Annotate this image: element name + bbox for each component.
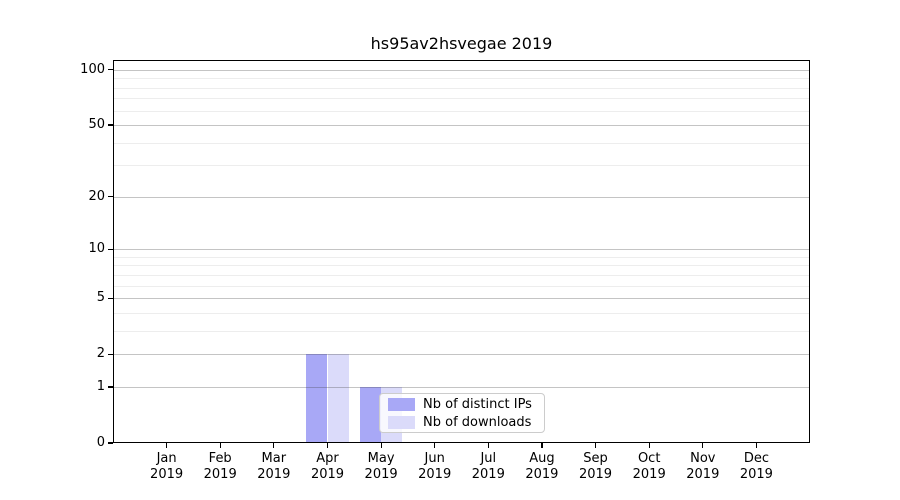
- gridline-minor-60: [113, 110, 810, 112]
- x-tick-mark-oct: [648, 443, 650, 448]
- x-tick-label-oct: Oct 2019: [632, 451, 666, 482]
- x-tick-mark-dec: [755, 443, 758, 448]
- gridline-minor-40: [113, 142, 810, 144]
- y-tick-mark-0: [108, 442, 113, 444]
- x-tick-label-apr: Apr 2019: [310, 451, 345, 482]
- x-tick-mark-feb: [219, 443, 221, 448]
- x-tick-label-may: May 2019: [364, 451, 398, 482]
- gridline-major-10: [113, 249, 810, 251]
- x-tick-mark-aug: [541, 443, 543, 448]
- y-tick-label-5: 5: [96, 290, 105, 306]
- gridline-minor-6: [113, 285, 810, 287]
- x-tick-mark-apr: [326, 443, 329, 448]
- x-tick-label-jul: Jul 2019: [471, 451, 505, 482]
- x-tick-mark-jun: [434, 443, 436, 448]
- chart-title: hs95av2hsvegae 2019: [370, 34, 553, 53]
- gridline-minor-4: [113, 312, 810, 314]
- x-tick-mark-nov: [702, 443, 704, 448]
- plot-area: [113, 60, 810, 443]
- bar-nb-of-distinct-ips-may: [359, 386, 381, 443]
- gridline-major-1: [113, 386, 810, 388]
- x-tick-mark-mar: [273, 443, 275, 448]
- y-tick-mark-100: [108, 69, 113, 71]
- x-tick-mark-sep: [594, 443, 597, 448]
- x-tick-label-nov: Nov 2019: [686, 451, 720, 482]
- y-tick-label-100: 100: [80, 61, 105, 77]
- gridline-minor-9: [113, 256, 810, 258]
- gridline-minor-90: [113, 78, 810, 80]
- bar-nb-of-downloads-apr: [327, 354, 349, 443]
- x-tick-label-sep: Sep 2019: [578, 451, 613, 482]
- gridline-major-50: [113, 125, 810, 126]
- y-tick-mark-50: [108, 124, 113, 126]
- x-tick-label-mar: Mar 2019: [257, 451, 291, 482]
- y-tick-mark-1: [108, 386, 113, 388]
- y-tick-label-10: 10: [88, 241, 105, 257]
- gridline-major-5: [113, 298, 810, 300]
- legend-swatch-distinct-ips: [388, 397, 415, 411]
- x-tick-label-jun: Jun 2019: [418, 451, 452, 482]
- legend-label-downloads: Nb of downloads: [423, 414, 532, 430]
- y-tick-mark-2: [108, 353, 113, 355]
- legend: Nb of distinct IPs Nb of downloads: [379, 393, 545, 433]
- gridline-major-2: [113, 354, 810, 356]
- gridline-minor-8: [113, 265, 810, 267]
- legend-label-distinct-ips: Nb of distinct IPs: [423, 396, 532, 412]
- gridline-minor-30: [113, 165, 810, 167]
- x-tick-label-dec: Dec 2019: [739, 451, 773, 482]
- y-tick-label-2: 2: [96, 346, 105, 362]
- x-tick-mark-may: [380, 443, 382, 448]
- y-tick-label-1: 1: [96, 378, 105, 394]
- y-tick-label-0: 0: [96, 435, 105, 450]
- x-tick-label-aug: Aug 2019: [525, 451, 559, 482]
- legend-item-distinct-ips: Nb of distinct IPs: [388, 397, 536, 412]
- gridline-minor-70: [113, 98, 810, 100]
- y-tick-mark-5: [108, 297, 113, 299]
- gridline-minor-7: [113, 274, 810, 276]
- x-tick-label-feb: Feb 2019: [203, 451, 237, 482]
- legend-item-downloads: Nb of downloads: [388, 415, 536, 430]
- y-tick-label-20: 20: [88, 188, 105, 204]
- x-tick-mark-jul: [487, 443, 489, 448]
- legend-swatch-downloads: [388, 415, 415, 429]
- gridline-major-20: [113, 196, 810, 198]
- y-tick-label-50: 50: [88, 117, 105, 132]
- y-tick-mark-20: [108, 196, 113, 198]
- gridline-minor-80: [113, 87, 810, 89]
- bar-nb-of-distinct-ips-apr: [306, 354, 328, 443]
- gridline-minor-3: [113, 330, 810, 332]
- gridline-major-100: [113, 69, 810, 71]
- y-tick-mark-10: [108, 248, 113, 250]
- x-tick-mark-jan: [166, 443, 168, 448]
- x-tick-label-jan: Jan 2019: [150, 451, 184, 482]
